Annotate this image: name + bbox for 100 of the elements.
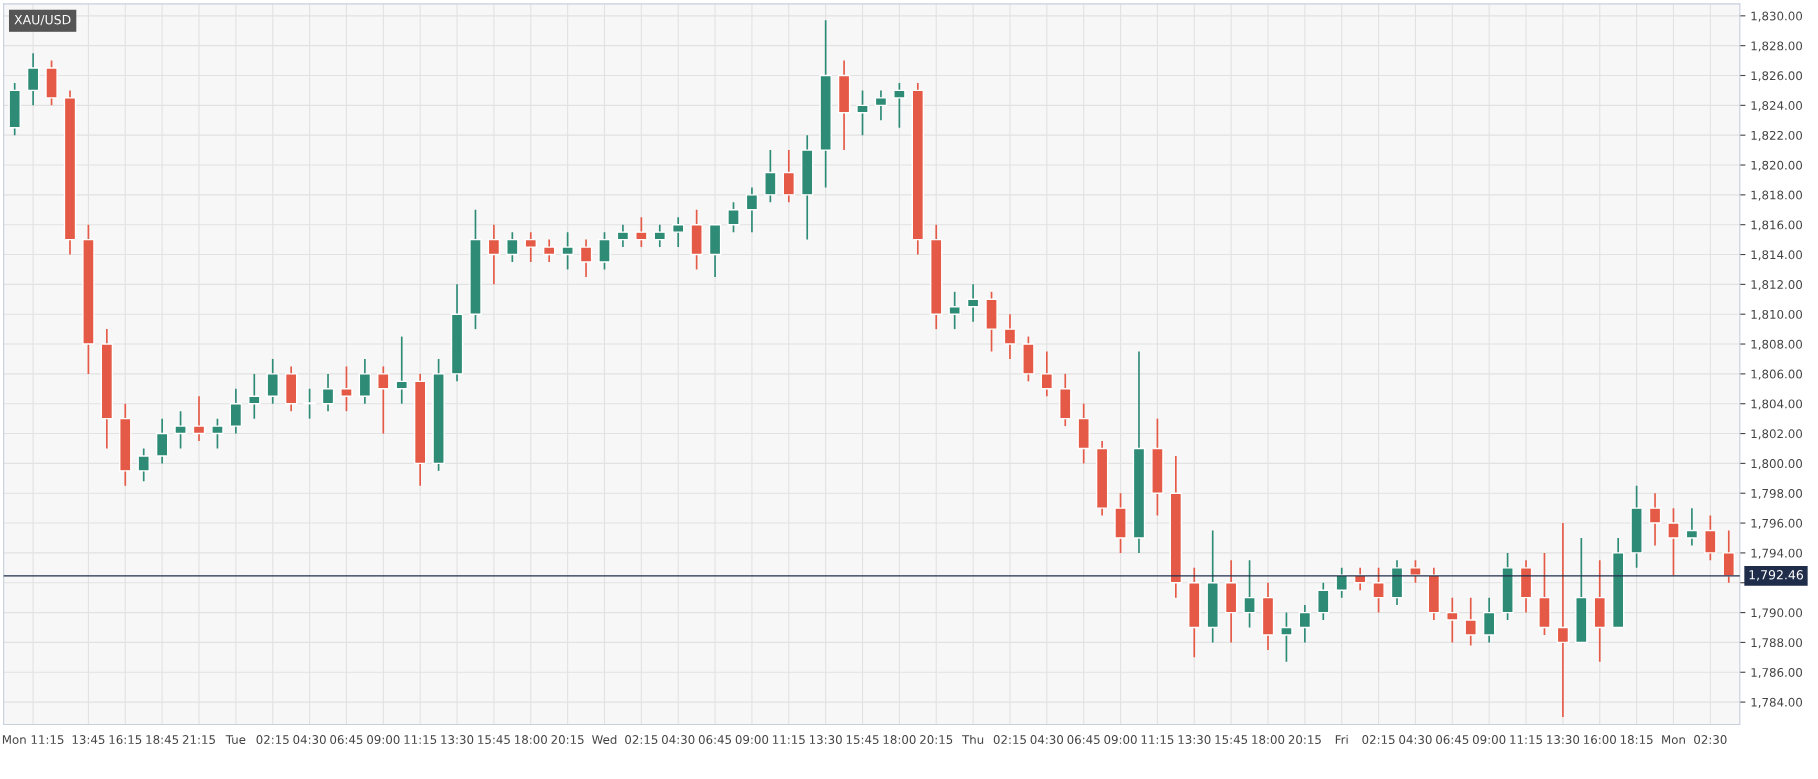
x-tick-label: 13:30: [441, 735, 474, 745]
x-tick-label: 21:15: [182, 735, 215, 745]
x-tick-label: Mon: [1662, 735, 1685, 745]
candlestick: [1685, 507, 1699, 547]
y-tick-label: 1,826.00: [1751, 71, 1803, 82]
y-tick-label: 1,814.00: [1751, 250, 1803, 261]
y-tick-label: 1,830.00: [1751, 11, 1803, 22]
y-tick-label: 1,784.00: [1751, 697, 1803, 708]
candlestick: [1372, 566, 1385, 614]
x-tick-label: 04:30: [661, 735, 695, 745]
candlestick: [653, 223, 667, 248]
x-tick-label: 16:00: [1584, 735, 1616, 745]
y-tick-label: 1,808.00: [1751, 339, 1803, 350]
candlestick: [174, 410, 187, 450]
candlestick: [137, 447, 150, 483]
candlestick: [1482, 596, 1496, 644]
x-tick-label: 06:45: [330, 735, 363, 745]
candlestick: [635, 216, 648, 248]
x-tick-label: 18:45: [146, 735, 179, 745]
candlestick: [893, 82, 906, 129]
candlestick: [524, 231, 537, 263]
candlestick: [1243, 559, 1256, 629]
y-tick-label: 1,822.00: [1751, 130, 1803, 142]
candlestick: [1446, 596, 1459, 644]
x-tick-label: 09:00: [367, 735, 400, 745]
x-tick-label: Fri: [1335, 734, 1348, 744]
candlestick: [248, 373, 261, 420]
candlestick: [856, 89, 869, 137]
candlestick: [1003, 313, 1017, 360]
x-tick-label: 13:30: [809, 735, 842, 745]
x-tick-label: 20:15: [1288, 735, 1321, 745]
candlestick: [192, 395, 206, 442]
x-tick-label: 09:00: [735, 735, 769, 745]
y-tick-label: 1,802.00: [1751, 429, 1803, 440]
candlestick: [1317, 581, 1330, 621]
x-tick-label: 06:45: [1436, 735, 1469, 745]
x-tick-label: 06:45: [698, 735, 732, 745]
y-tick-label: 1,790.00: [1751, 608, 1803, 619]
candlestick: [26, 52, 40, 107]
candlestick: [358, 358, 372, 405]
candlestick: [1280, 611, 1293, 663]
y-tick-label: 1,796.00: [1751, 518, 1803, 529]
candlestick: [1464, 596, 1477, 647]
x-tick-label: 02:15: [625, 735, 658, 745]
y-tick-label: 1,818.00: [1751, 190, 1803, 201]
candlestick: [764, 149, 777, 204]
x-tick-label: 16:15: [109, 735, 142, 745]
candlestick: [229, 387, 243, 435]
y-tick-label: 1,820.00: [1751, 160, 1803, 171]
x-tick-label: Thu: [961, 734, 984, 745]
y-tick-label: 1,812.00: [1751, 280, 1803, 291]
y-tick-label: 1,828.00: [1751, 41, 1803, 52]
candlestick: [874, 89, 888, 122]
x-tick-label: 11:15: [404, 735, 437, 745]
x-tick-label: 15:45: [478, 735, 510, 745]
candlestick: [1667, 507, 1680, 577]
y-tick-label: 1,816.00: [1751, 220, 1803, 231]
x-tick-label: 18:00: [883, 735, 916, 745]
candlestick: [1409, 559, 1422, 584]
y-tick-label: 1,824.00: [1751, 101, 1803, 112]
candlestick: [155, 417, 169, 465]
y-tick-label: 1,786.00: [1751, 667, 1803, 679]
candlestick: [487, 223, 501, 286]
x-tick-label: 11:15: [1510, 735, 1543, 745]
candlestick: [321, 373, 335, 413]
candlestick: [1298, 604, 1312, 644]
x-tick-label: 06:45: [1067, 735, 1100, 745]
x-tick-label: Mon 11:15: [2, 735, 64, 745]
y-tick-label: 1,810.00: [1751, 309, 1803, 321]
candlestick: [598, 231, 611, 271]
x-tick-label: Wed: [592, 734, 617, 745]
x-tick-label: 13:30: [1547, 735, 1580, 745]
y-tick-label: 1,804.00: [1751, 399, 1803, 410]
y-tick-label: 1,806.00: [1751, 369, 1803, 380]
candlestick: [377, 365, 390, 435]
x-tick-label: 02:15: [993, 735, 1026, 745]
x-tick-label: 15:45: [846, 735, 879, 745]
candlestick: [745, 186, 759, 233]
y-tick-label: 1,788.00: [1751, 638, 1803, 649]
candlestick: [1648, 492, 1662, 547]
y-tick-label: 1,798.00: [1751, 488, 1803, 500]
candlestick: [671, 216, 685, 248]
x-tick-label: 04:30: [1030, 735, 1064, 745]
x-tick-label: 02:15: [1362, 735, 1395, 745]
text: XAU/USD: [14, 14, 71, 26]
x-tick-label: 02:15: [256, 735, 289, 745]
candlestick: [948, 290, 961, 330]
x-tick-label: 09:00: [1472, 735, 1506, 745]
candlestick: [211, 417, 224, 450]
candlestick: [1722, 529, 1735, 584]
x-tick-label: 20:15: [551, 735, 584, 745]
x-tick-label: 11:15: [1141, 735, 1174, 745]
x-tick-label: 18:00: [515, 735, 547, 745]
candlestick: [616, 223, 630, 248]
x-tick-label: 18:15: [1620, 735, 1653, 745]
x-tick-label: 18:00: [1252, 735, 1285, 745]
x-tick-label: 11:15: [773, 735, 805, 745]
x-tick-label: Tue: [225, 735, 246, 745]
candlestick: [1040, 350, 1054, 398]
y-tick-label: 1,800.00: [1751, 459, 1803, 470]
